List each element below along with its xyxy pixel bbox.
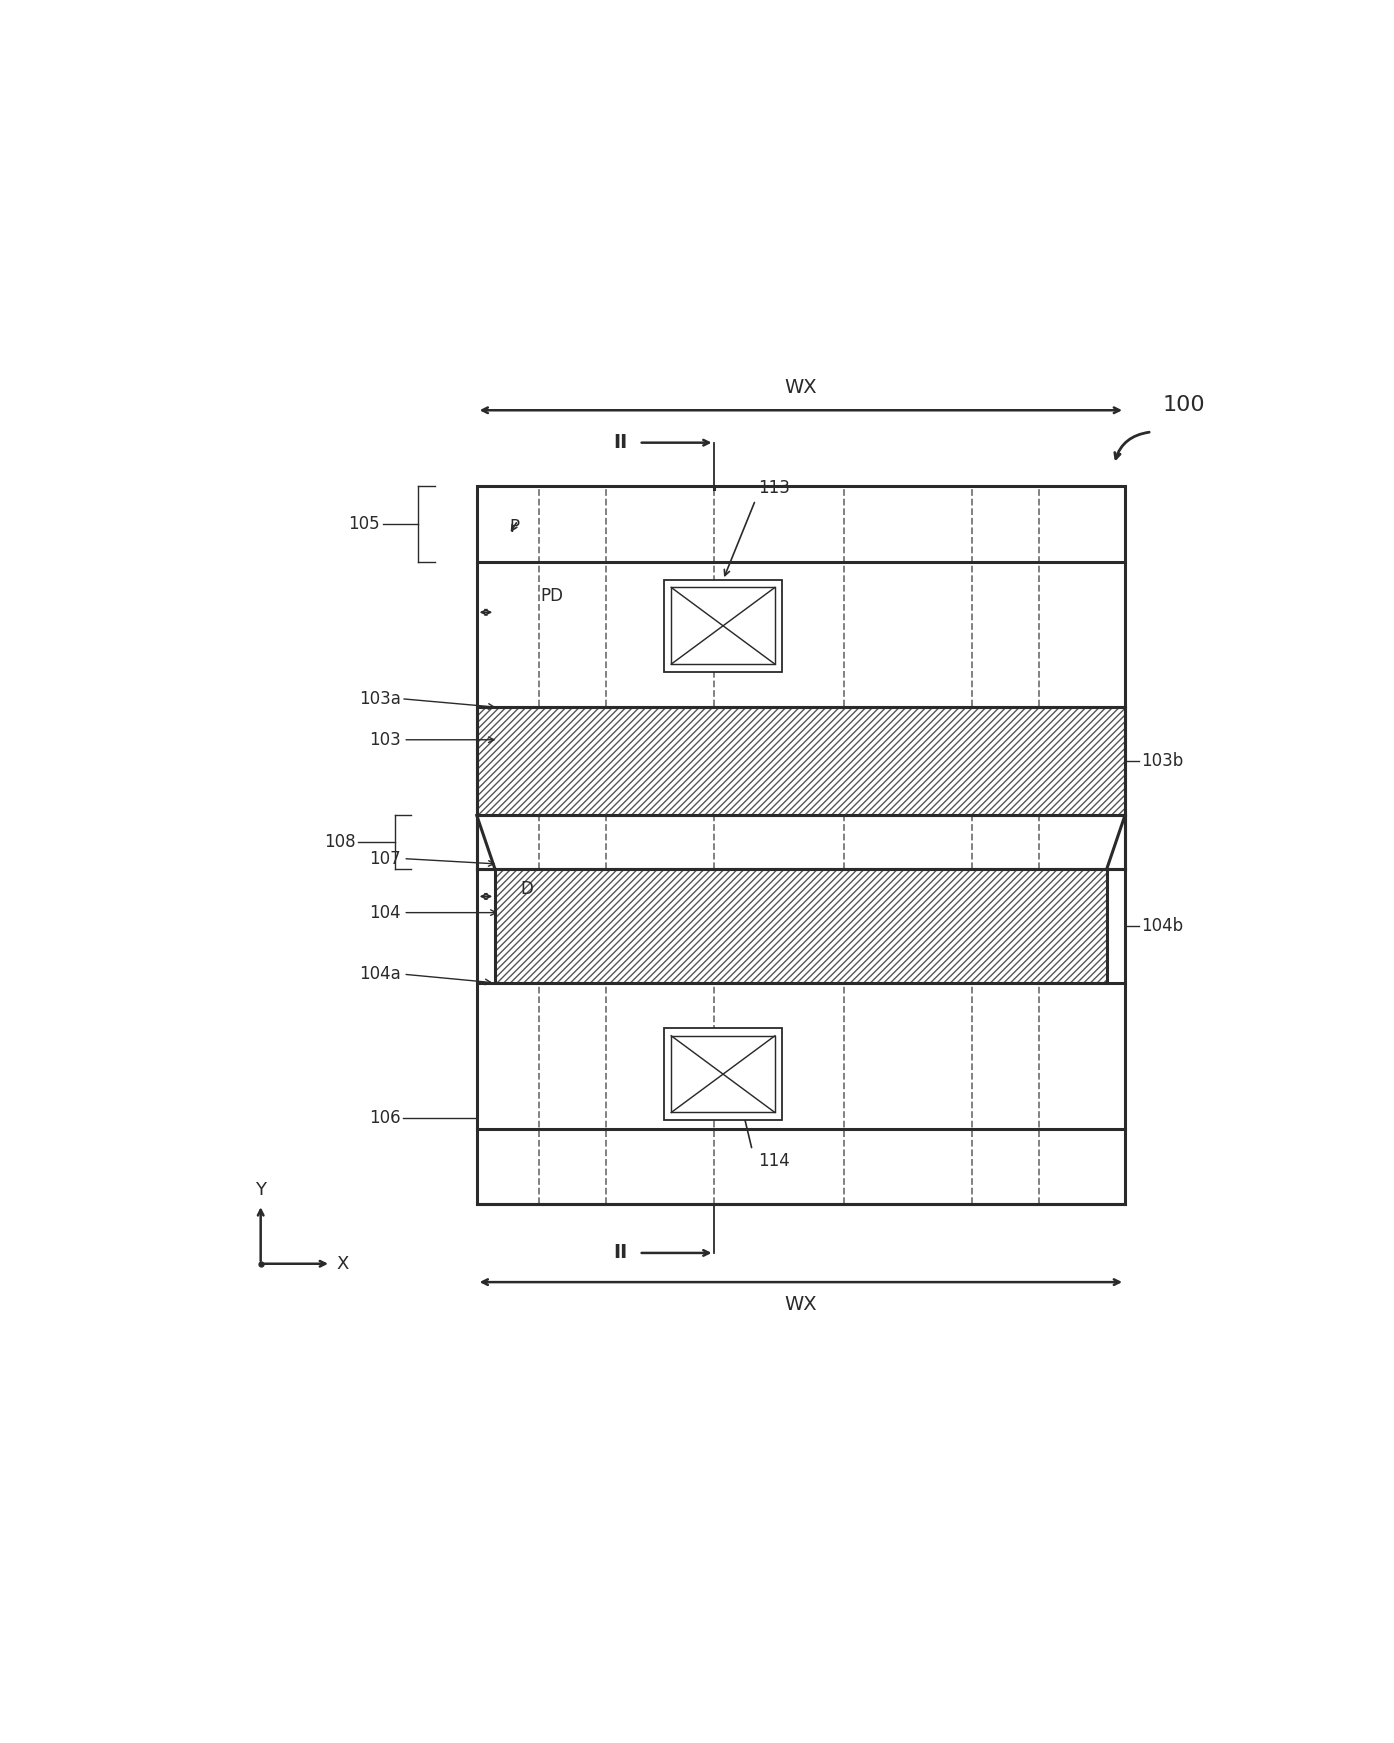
Polygon shape — [1107, 816, 1125, 870]
Bar — [477, 486, 1125, 1204]
Text: 103a: 103a — [360, 690, 401, 708]
Bar — [477, 708, 1125, 816]
Text: 104: 104 — [369, 903, 401, 922]
Bar — [495, 870, 1107, 983]
Text: 108: 108 — [325, 833, 355, 851]
Text: X: X — [336, 1255, 348, 1272]
Text: 104b: 104b — [1142, 917, 1184, 936]
Text: 103: 103 — [369, 730, 401, 749]
Text: II: II — [613, 1243, 629, 1262]
Text: P: P — [509, 518, 520, 537]
Text: 104a: 104a — [360, 966, 401, 983]
Bar — [664, 1028, 782, 1121]
Bar — [672, 587, 775, 664]
Bar — [664, 580, 782, 671]
Text: D: D — [520, 880, 533, 898]
Text: WX: WX — [785, 1295, 817, 1314]
Polygon shape — [477, 816, 495, 870]
Text: 106: 106 — [369, 1109, 401, 1128]
Bar — [495, 870, 1107, 983]
Text: 114: 114 — [758, 1152, 789, 1171]
Text: Y: Y — [255, 1182, 266, 1199]
Bar — [477, 708, 1125, 816]
Text: II: II — [613, 434, 629, 451]
Text: 103b: 103b — [1142, 753, 1184, 770]
Text: 105: 105 — [348, 514, 379, 533]
Bar — [477, 486, 1125, 1204]
Text: 100: 100 — [1163, 396, 1206, 415]
Text: PD: PD — [541, 587, 563, 605]
Text: WX: WX — [785, 378, 817, 397]
Text: 113: 113 — [758, 479, 789, 497]
Bar — [672, 1035, 775, 1112]
Text: 107: 107 — [369, 849, 401, 868]
